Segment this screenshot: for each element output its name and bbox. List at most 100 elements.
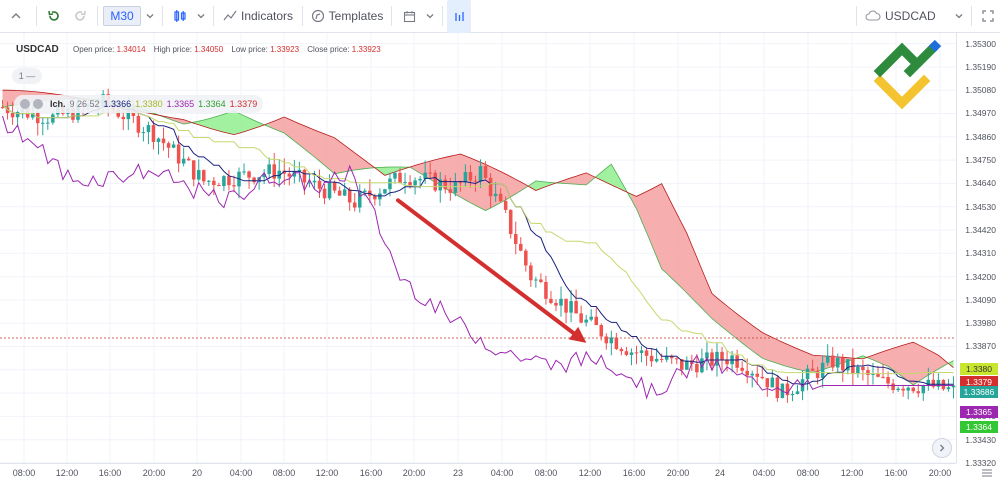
candle-body — [302, 169, 307, 183]
candle-body — [297, 169, 302, 172]
redo-icon[interactable] — [67, 0, 93, 33]
price-tag-label: 1.33686 — [960, 386, 998, 398]
time-tick-label: 04:00 — [490, 468, 514, 478]
legend-high-value: 1.34050 — [194, 45, 224, 54]
time-tick-label: 04:00 — [752, 468, 776, 478]
fullscreen-icon[interactable] — [976, 0, 1000, 33]
templates-button[interactable]: Templates — [307, 0, 387, 33]
candle-body — [327, 182, 332, 199]
tenkan-value: 1.3366 — [103, 99, 132, 109]
candle-body — [936, 379, 941, 387]
settings-gear-icon[interactable] — [33, 99, 43, 109]
candle-body — [921, 385, 926, 394]
bars-icon[interactable] — [447, 0, 471, 33]
candle-body — [891, 383, 895, 391]
time-tick-label: 16:00 — [884, 468, 908, 478]
candle-body — [926, 379, 931, 386]
ichimoku-legend[interactable]: Ich. 9 26 52 1.3366 1.3380 1.3365 1.3364… — [14, 95, 264, 113]
candle-body — [619, 349, 624, 352]
price-scale[interactable]: 1.35300 1.35190 1.35080 1.34970 1.34860 1.347… — [956, 33, 1000, 468]
tenkan-sen-line — [2, 104, 954, 386]
timeframe-button[interactable]: M30 — [102, 0, 142, 33]
candle-body — [951, 385, 956, 388]
bearish-cloud — [561, 172, 597, 185]
price-tick-label: 1.35300 — [965, 38, 996, 49]
legend-collapse-button[interactable]: 1 — — [12, 68, 42, 84]
toolbar-divider — [302, 6, 303, 26]
time-tick-label: 12:00 — [315, 468, 339, 478]
bullish-cloud — [374, 166, 411, 176]
toolbar-divider — [36, 6, 37, 26]
symbol-chevron-icon[interactable] — [951, 0, 967, 33]
indicator-name: Ich. — [50, 99, 66, 109]
timeframe-chevron-icon[interactable] — [142, 0, 158, 33]
calendar-icon[interactable] — [396, 0, 422, 33]
candle-body — [740, 367, 744, 371]
time-axis[interactable]: 08:00 12:00 16:00 20:00 20 04:00 08:00 12:00 16:… — [0, 463, 956, 484]
candle-body — [770, 377, 775, 388]
candle-body — [217, 185, 221, 187]
collapse-chevron-icon[interactable] — [0, 0, 32, 33]
candle-body — [15, 112, 20, 118]
candle-body — [222, 176, 226, 187]
candle-body — [227, 176, 231, 186]
candle-body — [906, 387, 910, 391]
candle-body — [463, 172, 468, 183]
kijun-value: 1.3380 — [135, 99, 163, 109]
ohlc-legend: USDCAD Open price: 1.34014 High price: 1… — [16, 44, 381, 55]
price-tick-label: 1.33430 — [965, 434, 996, 445]
indicators-button[interactable]: Indicators — [218, 0, 298, 33]
visibility-icon[interactable] — [20, 99, 30, 109]
candle-body — [539, 279, 543, 283]
candle-body — [549, 298, 553, 304]
candle-body — [151, 125, 156, 142]
legend-open-value: 1.34014 — [116, 45, 146, 54]
time-tick-label: 20:00 — [666, 468, 690, 478]
price-tick-label: 1.34530 — [965, 201, 996, 212]
time-tick-label: 08:00 — [534, 468, 558, 478]
candle-body — [685, 360, 689, 370]
candle-body — [649, 355, 654, 362]
candle-body — [609, 337, 614, 344]
undo-icon[interactable] — [41, 0, 67, 33]
axis-settings-icon[interactable] — [980, 466, 996, 482]
candle-body — [785, 383, 790, 396]
price-tick-label: 1.34970 — [965, 108, 996, 119]
price-tick-label: 1.34090 — [965, 294, 996, 305]
candle-body — [186, 158, 191, 161]
candle-body — [669, 355, 674, 359]
candle-body — [287, 173, 292, 177]
candle-body — [116, 109, 121, 117]
candle-body — [46, 122, 50, 124]
chart-type-chevron-icon[interactable] — [193, 0, 209, 33]
candle-body — [710, 352, 714, 366]
candle-body — [644, 350, 649, 356]
candle-body — [342, 189, 347, 196]
candle-body — [30, 112, 35, 118]
price-tick-label: 1.34640 — [965, 178, 996, 189]
candle-body — [418, 178, 422, 181]
candle-body — [614, 337, 619, 350]
price-tick-label: 1.35080 — [965, 85, 996, 96]
candle-body — [247, 171, 251, 178]
candle-body — [519, 243, 523, 251]
candle-body — [267, 164, 271, 174]
time-tick-label: 12:00 — [578, 468, 602, 478]
candle-body — [760, 376, 765, 379]
candle-body — [277, 170, 282, 179]
bullish-cloud — [193, 110, 270, 135]
candle-body — [579, 313, 583, 323]
candle-body — [156, 138, 161, 142]
scroll-to-realtime-button[interactable] — [932, 438, 952, 458]
symbol-selector[interactable]: USDCAD — [861, 0, 951, 33]
time-tick-label: 04:00 — [229, 468, 253, 478]
candle-body — [161, 138, 166, 144]
candle-body — [503, 201, 508, 210]
time-tick-label: 20:00 — [142, 468, 166, 478]
candle-body — [659, 358, 664, 360]
price-chart[interactable] — [0, 33, 956, 463]
candle-body — [363, 190, 367, 192]
candle-body — [292, 171, 297, 177]
candle-type-icon[interactable] — [167, 0, 193, 33]
calendar-chevron-icon[interactable] — [422, 0, 438, 33]
